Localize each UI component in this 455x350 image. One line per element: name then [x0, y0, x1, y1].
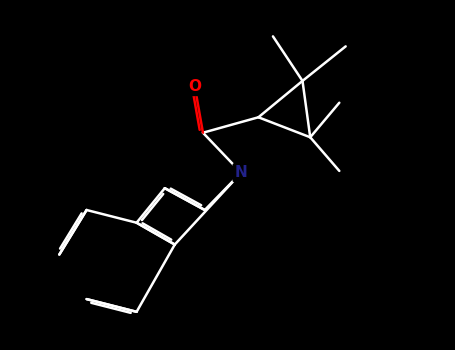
Text: N: N — [235, 165, 248, 180]
Text: O: O — [188, 79, 201, 94]
